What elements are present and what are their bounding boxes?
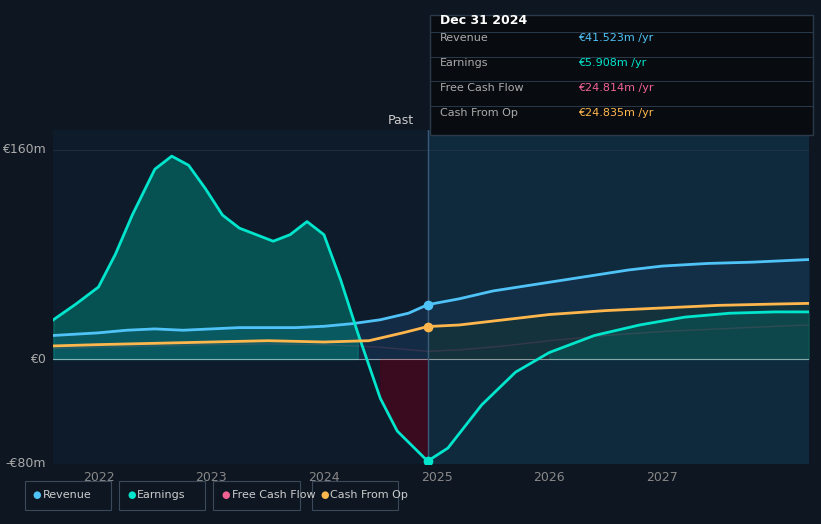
Text: ●: ●: [127, 490, 135, 500]
Text: Past: Past: [388, 114, 414, 127]
Text: -€80m: -€80m: [5, 457, 46, 470]
Text: ●: ●: [222, 490, 230, 500]
Text: Earnings: Earnings: [440, 58, 488, 68]
Text: €160m: €160m: [2, 143, 46, 156]
Text: Free Cash Flow: Free Cash Flow: [232, 490, 315, 500]
Text: Revenue: Revenue: [43, 490, 91, 500]
Bar: [428, 130, 809, 464]
Text: €24.814m /yr: €24.814m /yr: [578, 83, 654, 93]
Text: Earnings: Earnings: [137, 490, 186, 500]
Text: Cash From Op: Cash From Op: [440, 107, 518, 117]
Text: Revenue: Revenue: [440, 33, 488, 43]
Text: Analysts Forecasts: Analysts Forecasts: [441, 114, 557, 127]
Text: Cash From Op: Cash From Op: [330, 490, 408, 500]
Text: ●: ●: [320, 490, 328, 500]
Text: Dec 31 2024: Dec 31 2024: [440, 14, 527, 27]
Text: €5.908m /yr: €5.908m /yr: [578, 58, 646, 68]
Text: Free Cash Flow: Free Cash Flow: [440, 83, 524, 93]
Text: €41.523m /yr: €41.523m /yr: [578, 33, 654, 43]
Text: €0: €0: [30, 353, 46, 366]
Text: €24.835m /yr: €24.835m /yr: [578, 107, 654, 117]
Text: ●: ●: [33, 490, 41, 500]
